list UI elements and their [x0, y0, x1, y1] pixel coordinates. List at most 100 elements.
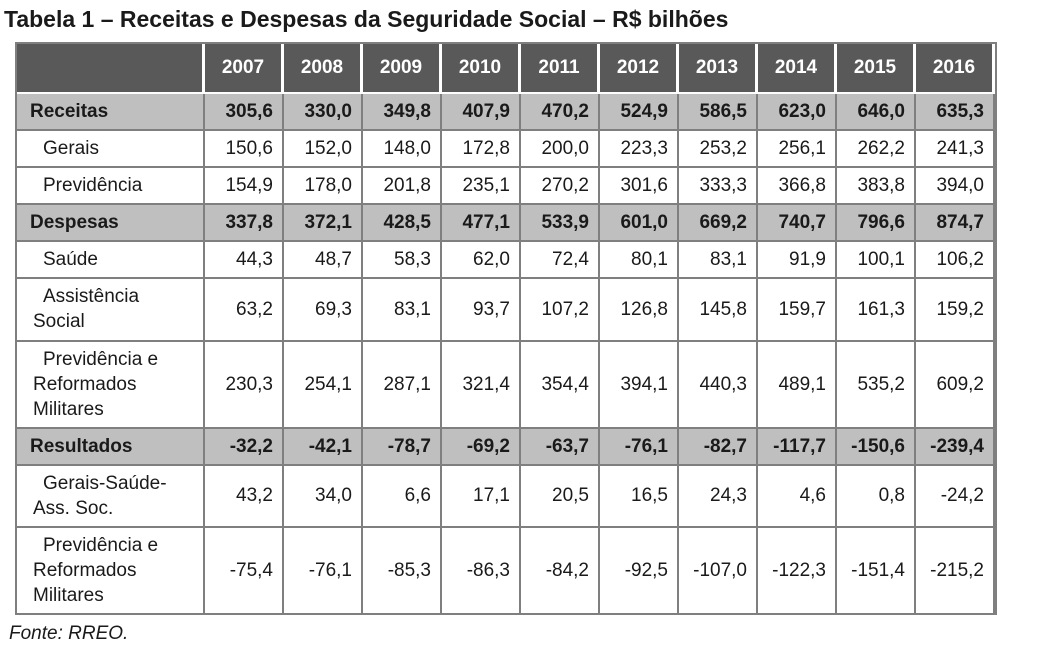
row-label: Resultados	[17, 428, 205, 466]
value-cell: 253,2	[679, 131, 758, 169]
value-cell: 159,7	[758, 279, 837, 342]
row-label: Previdência	[17, 168, 205, 206]
seguridade-social-table: 2007 2008 2009 2010 2011 2012 2013 2014 2015 2016…	[15, 42, 997, 616]
year-header: 2008	[284, 44, 363, 94]
row-label: Previdência e Reformados Militares	[17, 528, 205, 614]
value-cell: 394,0	[916, 168, 995, 206]
value-cell: 43,2	[205, 465, 284, 529]
row-label: Despesas	[17, 205, 205, 243]
value-cell: 669,2	[679, 205, 758, 243]
value-cell: -78,7	[363, 428, 442, 466]
table-title: Tabela 1 – Receitas e Despesas da Seguri…	[4, 6, 729, 32]
value-cell: 223,3	[600, 131, 679, 169]
value-cell: 372,1	[284, 205, 363, 243]
value-cell: 740,7	[758, 205, 837, 243]
value-cell: -239,4	[916, 428, 995, 466]
table-row: Previdência e Reformados Militares 230,3 2…	[17, 341, 995, 429]
table-row: Despesas 337,8 372,1 428,5 477,1 533,9 601,0 66…	[17, 205, 995, 243]
row-label: Receitas	[17, 94, 205, 132]
value-cell: -82,7	[679, 428, 758, 466]
value-cell: 150,6	[205, 131, 284, 169]
value-cell: 470,2	[521, 94, 600, 132]
value-cell: 159,2	[916, 279, 995, 342]
value-cell: 301,6	[600, 168, 679, 206]
value-cell: 4,6	[758, 465, 837, 529]
value-cell: 287,1	[363, 341, 442, 429]
value-cell: 62,0	[442, 242, 521, 280]
value-cell: 270,2	[521, 168, 600, 206]
table-body: Receitas 305,6 330,0 349,8 407,9 470,2 524,9 58…	[17, 94, 995, 614]
value-cell: 646,0	[837, 94, 916, 132]
value-cell: -76,1	[600, 428, 679, 466]
value-cell: 337,8	[205, 205, 284, 243]
value-cell: 440,3	[679, 341, 758, 429]
value-cell: 126,8	[600, 279, 679, 342]
table-header: 2007 2008 2009 2010 2011 2012 2013 2014 2015 2016	[17, 44, 995, 94]
value-cell: 0,8	[837, 465, 916, 529]
value-cell: 17,1	[442, 465, 521, 529]
value-cell: 623,0	[758, 94, 837, 132]
value-cell: 601,0	[600, 205, 679, 243]
value-cell: 321,4	[442, 341, 521, 429]
value-cell: 172,8	[442, 131, 521, 169]
value-cell: 63,2	[205, 279, 284, 342]
row-label: Gerais-Saúde- Ass. Soc.	[17, 465, 205, 529]
value-cell: 262,2	[837, 131, 916, 169]
value-cell: 354,4	[521, 341, 600, 429]
value-cell: 586,5	[679, 94, 758, 132]
value-cell: 407,9	[442, 94, 521, 132]
year-header: 2007	[205, 44, 284, 94]
value-cell: 254,1	[284, 341, 363, 429]
value-cell: 91,9	[758, 242, 837, 280]
value-cell: 83,1	[363, 279, 442, 342]
value-cell: 161,3	[837, 279, 916, 342]
row-label: Previdência e Reformados Militares	[17, 341, 205, 429]
value-cell: -92,5	[600, 528, 679, 614]
table-row: Saúde 44,3 48,7 58,3 62,0 72,4 80,1 83,1 91,9 100…	[17, 242, 995, 280]
value-cell: 200,0	[521, 131, 600, 169]
year-header-row: 2007 2008 2009 2010 2011 2012 2013 2014 2015 2016	[17, 44, 995, 94]
value-cell: 394,1	[600, 341, 679, 429]
value-cell: -32,2	[205, 428, 284, 466]
value-cell: 383,8	[837, 168, 916, 206]
value-cell: 230,3	[205, 341, 284, 429]
value-cell: -63,7	[521, 428, 600, 466]
table-row: Resultados -32,2 -42,1 -78,7 -69,2 -63,7 -76,1…	[17, 428, 995, 466]
value-cell: 366,8	[758, 168, 837, 206]
value-cell: 635,3	[916, 94, 995, 132]
value-cell: 152,0	[284, 131, 363, 169]
value-cell: 24,3	[679, 465, 758, 529]
value-cell: 796,6	[837, 205, 916, 243]
value-cell: 83,1	[679, 242, 758, 280]
value-cell: 20,5	[521, 465, 600, 529]
source-note: Fonte: RREO.	[9, 623, 129, 645]
value-cell: 524,9	[600, 94, 679, 132]
table-row: Gerais 150,6 152,0 148,0 172,8 200,0 223,3 253,…	[17, 131, 995, 169]
value-cell: 148,0	[363, 131, 442, 169]
value-cell: -69,2	[442, 428, 521, 466]
value-cell: 333,3	[679, 168, 758, 206]
table-row: Previdência e Reformados Militares -75,4-…	[17, 528, 995, 614]
year-header: 2009	[363, 44, 442, 94]
row-label: Saúde	[17, 242, 205, 280]
value-cell: -122,3	[758, 528, 837, 614]
value-cell: 107,2	[521, 279, 600, 342]
value-cell: 69,3	[284, 279, 363, 342]
year-header: 2015	[837, 44, 916, 94]
value-cell: 80,1	[600, 242, 679, 280]
value-cell: 533,9	[521, 205, 600, 243]
value-cell: 16,5	[600, 465, 679, 529]
year-header: 2010	[442, 44, 521, 94]
value-cell: 874,7	[916, 205, 995, 243]
row-label: Assistência Social	[17, 279, 205, 342]
year-header: 2012	[600, 44, 679, 94]
value-cell: 535,2	[837, 341, 916, 429]
value-cell: -150,6	[837, 428, 916, 466]
value-cell: 58,3	[363, 242, 442, 280]
value-cell: 48,7	[284, 242, 363, 280]
value-cell: 178,0	[284, 168, 363, 206]
value-cell: 241,3	[916, 131, 995, 169]
corner-cell	[17, 44, 205, 94]
value-cell: -107,0	[679, 528, 758, 614]
